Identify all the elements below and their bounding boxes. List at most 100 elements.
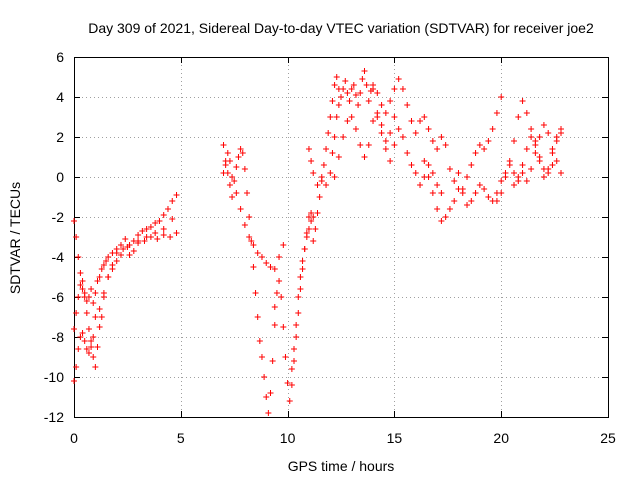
data-point (545, 166, 552, 172)
data-point (160, 212, 167, 218)
data-point (359, 76, 366, 82)
data-point (536, 158, 543, 164)
data-point (308, 210, 315, 216)
data-point (323, 182, 330, 188)
data-point (135, 238, 142, 244)
data-point (96, 306, 103, 312)
data-point (276, 278, 283, 284)
data-point (391, 86, 398, 92)
data-point (305, 226, 312, 232)
data-point (79, 278, 86, 284)
data-point (387, 130, 394, 136)
data-point (320, 162, 327, 168)
data-point (258, 254, 265, 260)
x-tick-label: 20 (493, 430, 509, 446)
data-point (241, 222, 248, 228)
plot-frame (74, 57, 609, 418)
data-point (139, 228, 146, 234)
data-series (331, 110, 398, 180)
data-point (519, 162, 526, 168)
data-point (340, 134, 347, 140)
data-point (154, 236, 161, 242)
data-point (412, 170, 419, 176)
data-point (468, 198, 475, 204)
data-point (117, 252, 124, 258)
data-point (130, 248, 137, 254)
data-point (333, 74, 340, 80)
data-point (83, 298, 90, 304)
x-tick-label: 15 (387, 430, 403, 446)
data-point (105, 274, 112, 280)
data-point (434, 146, 441, 152)
data-series (71, 216, 176, 344)
data-point (147, 224, 154, 230)
data-point (156, 218, 163, 224)
data-point (558, 130, 565, 136)
x-tick-label: 25 (600, 430, 616, 446)
data-point (378, 130, 385, 136)
data-point (429, 170, 436, 176)
data-point (481, 146, 488, 152)
data-point (100, 262, 107, 268)
data-series (446, 94, 505, 192)
data-point (226, 158, 233, 164)
data-point (143, 234, 150, 240)
data-point (310, 214, 317, 220)
data-point (173, 230, 180, 236)
data-point (429, 138, 436, 144)
data-point (250, 264, 257, 270)
data-point (459, 186, 466, 192)
data-series (310, 74, 342, 244)
data-point (329, 150, 336, 156)
data-point (229, 194, 236, 200)
data-point (88, 338, 95, 344)
data-point (387, 158, 394, 164)
data-point (493, 110, 500, 116)
data-point (237, 206, 244, 212)
chart-title: Day 309 of 2021, Sidereal Day-to-day VTE… (88, 20, 594, 36)
data-point (305, 146, 312, 152)
data-point (357, 90, 364, 96)
data-point (528, 166, 535, 172)
data-point (363, 82, 370, 88)
data-series (370, 76, 449, 152)
y-tick-label: -8 (52, 329, 65, 345)
data-point (233, 164, 240, 170)
data-point (246, 234, 253, 240)
data-point (90, 300, 97, 306)
data-point (248, 238, 255, 244)
data-point (489, 126, 496, 132)
data-point (81, 338, 88, 344)
data-point (113, 258, 120, 264)
data-point (365, 142, 372, 148)
data-point (323, 146, 330, 152)
data-point (92, 290, 99, 296)
data-point (291, 358, 298, 364)
data-point (442, 142, 449, 148)
data-point (558, 170, 565, 176)
data-point (498, 178, 505, 184)
data-series (421, 158, 526, 224)
data-point (220, 142, 227, 148)
data-point (173, 192, 180, 198)
data-point (446, 206, 453, 212)
data-point (485, 194, 492, 200)
data-point (528, 126, 535, 132)
data-point (442, 214, 449, 220)
data-point (468, 162, 475, 168)
data-point (85, 326, 92, 332)
data-point (318, 178, 325, 184)
data-point (331, 174, 338, 180)
data-point (239, 150, 246, 156)
data-point (350, 82, 357, 88)
data-point (451, 178, 458, 184)
data-point (113, 250, 120, 256)
data-point (71, 378, 77, 384)
data-point (498, 190, 505, 196)
data-point (295, 310, 302, 316)
data-point (124, 244, 131, 250)
data-point (314, 182, 321, 188)
data-point (391, 142, 398, 148)
data-point (481, 186, 488, 192)
data-point (361, 154, 368, 160)
